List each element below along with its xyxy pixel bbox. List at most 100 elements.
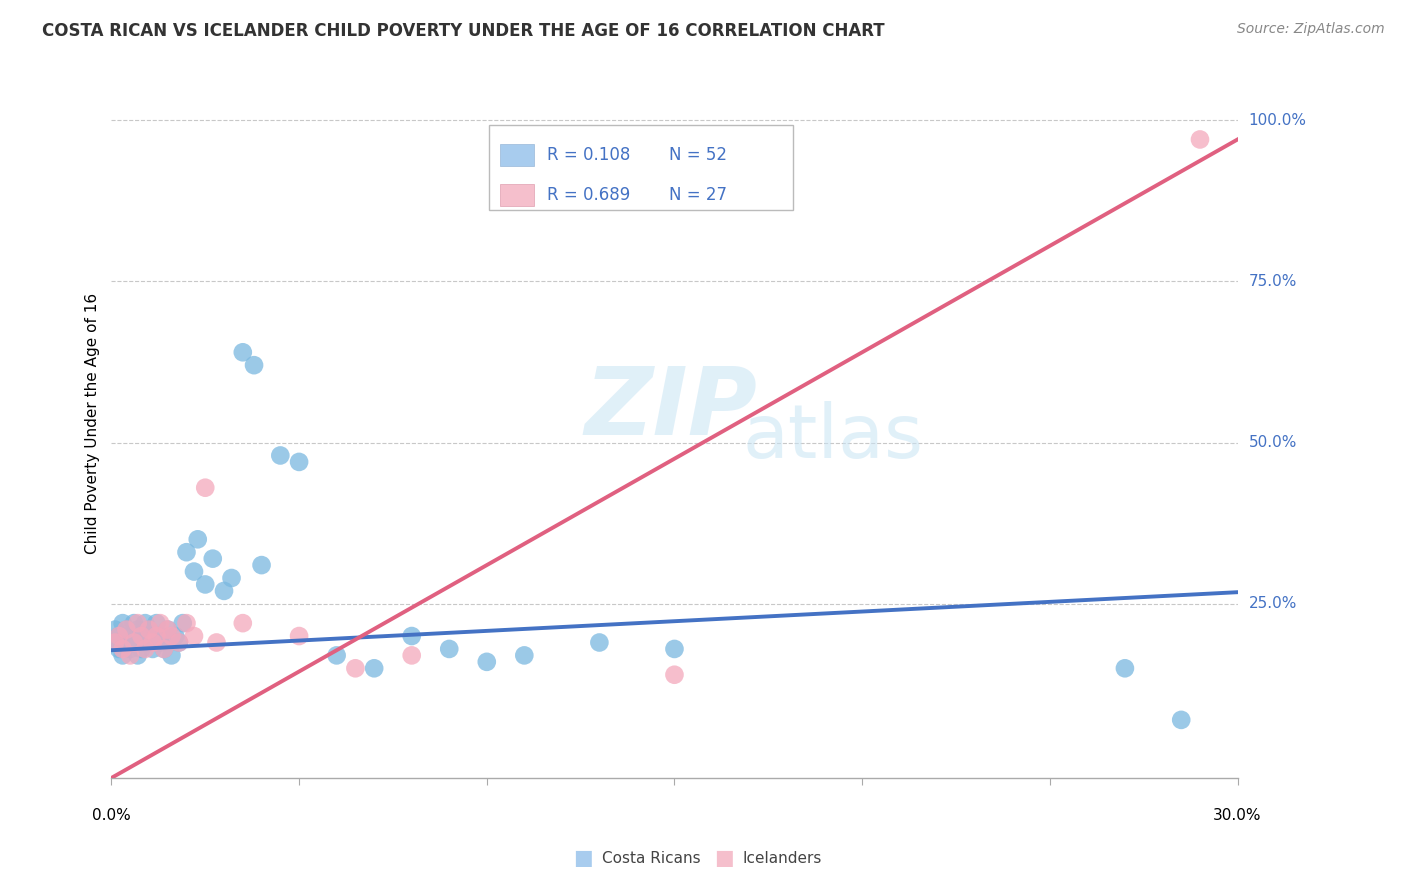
Point (344, 661, 367, 675)
Point (1188, 132, 1211, 146)
Text: N = 27: N = 27 (669, 186, 727, 204)
Point (153, 642, 176, 657)
Text: 25.0%: 25.0% (1249, 596, 1296, 611)
Point (439, 642, 461, 657)
Text: ZIP: ZIP (585, 363, 758, 455)
Point (187, 533, 209, 547)
Point (176, 616, 198, 631)
Point (104, 635, 127, 649)
Point (325, 648, 347, 663)
FancyBboxPatch shape (501, 185, 534, 206)
Point (153, 642, 176, 657)
Point (127, 616, 149, 631)
Point (363, 661, 385, 675)
Point (122, 635, 145, 649)
Point (201, 551, 224, 566)
Point (127, 648, 149, 663)
Point (120, 629, 142, 643)
Point (111, 642, 134, 657)
Point (232, 616, 254, 631)
Point (183, 565, 205, 579)
Point (156, 623, 179, 637)
Point (250, 558, 273, 573)
Text: 30.0%: 30.0% (1213, 808, 1261, 823)
Point (122, 635, 145, 649)
Text: R = 0.689: R = 0.689 (547, 186, 630, 204)
Point (120, 642, 142, 657)
Point (138, 623, 160, 637)
Point (115, 623, 138, 637)
Point (1170, 713, 1192, 727)
Text: R = 0.108: R = 0.108 (547, 146, 631, 164)
Point (243, 358, 266, 372)
Point (134, 616, 156, 631)
Text: N = 52: N = 52 (669, 146, 727, 164)
Text: ■: ■ (574, 848, 593, 868)
Point (664, 642, 686, 657)
Point (104, 635, 127, 649)
Point (172, 616, 194, 631)
Point (108, 629, 131, 643)
Text: Icelanders: Icelanders (742, 851, 821, 865)
Point (167, 635, 190, 649)
Point (145, 616, 167, 631)
Point (131, 642, 153, 657)
Point (115, 623, 138, 637)
Point (221, 571, 243, 585)
Text: atlas: atlas (742, 401, 922, 474)
Point (183, 629, 205, 643)
Point (288, 629, 311, 643)
Point (111, 616, 134, 631)
Point (176, 545, 198, 559)
Point (401, 629, 423, 643)
Point (111, 648, 134, 663)
Point (149, 616, 172, 631)
Text: Costa Ricans: Costa Ricans (602, 851, 700, 865)
Point (475, 655, 498, 669)
Point (588, 635, 610, 649)
Text: 0.0%: 0.0% (91, 808, 131, 823)
Text: Source: ZipAtlas.com: Source: ZipAtlas.com (1237, 22, 1385, 37)
Y-axis label: Child Poverty Under the Age of 16: Child Poverty Under the Age of 16 (86, 293, 100, 554)
Point (108, 629, 131, 643)
Point (156, 623, 179, 637)
Point (160, 629, 183, 643)
Point (160, 648, 183, 663)
Point (513, 648, 536, 663)
Point (134, 635, 156, 649)
Point (127, 623, 149, 637)
Point (165, 629, 187, 643)
Point (122, 616, 145, 631)
Point (212, 583, 235, 598)
Point (131, 629, 153, 643)
Point (205, 635, 228, 649)
Point (664, 667, 686, 681)
Point (401, 648, 423, 663)
Point (142, 635, 165, 649)
Point (115, 635, 138, 649)
Point (232, 345, 254, 359)
Text: 50.0%: 50.0% (1249, 435, 1296, 450)
Point (288, 455, 311, 469)
Text: 75.0%: 75.0% (1249, 274, 1296, 289)
Point (131, 629, 153, 643)
FancyBboxPatch shape (489, 125, 793, 211)
Point (134, 642, 156, 657)
Point (142, 642, 165, 657)
Point (138, 629, 160, 643)
Point (1114, 661, 1136, 675)
Point (108, 642, 131, 657)
Point (167, 635, 190, 649)
Point (104, 623, 127, 637)
Point (149, 629, 172, 643)
Point (138, 623, 160, 637)
FancyBboxPatch shape (501, 145, 534, 166)
Text: 100.0%: 100.0% (1249, 112, 1306, 128)
Point (194, 481, 217, 495)
Text: ■: ■ (714, 848, 734, 868)
Point (145, 629, 167, 643)
Point (194, 577, 217, 591)
Point (149, 635, 172, 649)
Text: COSTA RICAN VS ICELANDER CHILD POVERTY UNDER THE AGE OF 16 CORRELATION CHART: COSTA RICAN VS ICELANDER CHILD POVERTY U… (42, 22, 884, 40)
Point (120, 648, 142, 663)
